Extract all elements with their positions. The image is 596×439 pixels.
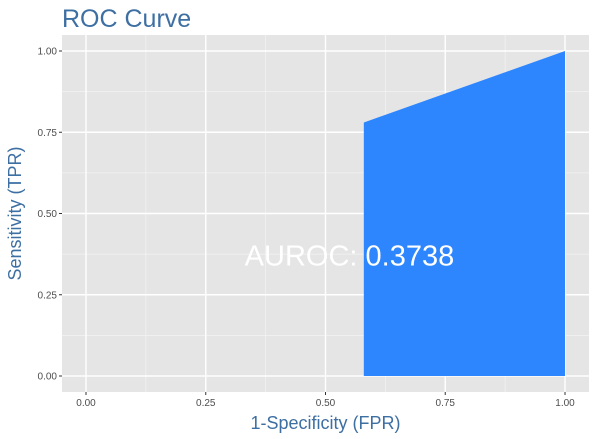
x-axis-label: 1-Specificity (FPR) <box>250 413 400 433</box>
y-tick-label: 1.00 <box>38 47 58 58</box>
x-tick-label: 0.50 <box>316 398 336 409</box>
y-tick-label: 0.25 <box>38 290 58 301</box>
y-axis-label: Sensitivity (TPR) <box>5 146 25 280</box>
x-axis-ticks: 0.00 0.25 0.50 0.75 1.00 <box>76 392 575 409</box>
x-tick-label: 0.00 <box>76 398 96 409</box>
x-tick-label: 1.00 <box>555 398 575 409</box>
y-axis-ticks: 0.00 0.25 0.50 0.75 1.00 <box>38 47 62 383</box>
chart-title: ROC Curve <box>62 5 191 33</box>
y-tick-label: 0.75 <box>38 128 58 139</box>
auroc-annotation: AUROC: 0.3738 <box>245 241 455 273</box>
x-tick-label: 0.75 <box>436 398 456 409</box>
x-tick-label: 0.25 <box>196 398 216 409</box>
y-tick-label: 0.50 <box>38 209 58 220</box>
y-tick-label: 0.00 <box>38 372 58 383</box>
roc-area <box>363 51 565 376</box>
